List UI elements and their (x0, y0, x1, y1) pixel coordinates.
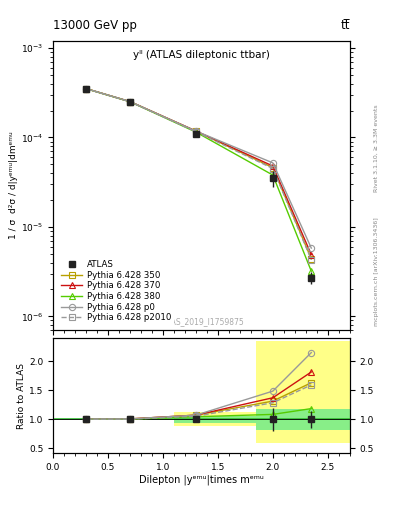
Pythia 6.428 350 (309, 256, 314, 262)
Pythia 6.428 p2010 (194, 129, 198, 135)
Pythia 6.428 350 (84, 86, 88, 92)
Line: Pythia 6.428 350: Pythia 6.428 350 (83, 86, 314, 262)
Pythia 6.428 380 (270, 172, 275, 178)
Line: Pythia 6.428 370: Pythia 6.428 370 (83, 86, 314, 258)
Pythia 6.428 370 (194, 128, 198, 134)
Y-axis label: Ratio to ATLAS: Ratio to ATLAS (17, 362, 26, 429)
Text: 13000 GeV pp: 13000 GeV pp (53, 19, 137, 32)
Bar (174, 416, 256, 423)
Text: yˡˡ (ATLAS dileptonic ttbar): yˡˡ (ATLAS dileptonic ttbar) (133, 50, 270, 59)
X-axis label: Dilepton |yᵉᵐᵘ|times mᵉᵐᵘ: Dilepton |yᵉᵐᵘ|times mᵉᵐᵘ (139, 475, 264, 485)
Pythia 6.428 p0 (84, 86, 88, 92)
Pythia 6.428 p0 (194, 128, 198, 134)
Text: Rivet 3.1.10, ≥ 3.3M events: Rivet 3.1.10, ≥ 3.3M events (374, 104, 379, 193)
Line: Pythia 6.428 p2010: Pythia 6.428 p2010 (83, 86, 314, 263)
Bar (256, 409, 350, 430)
Text: ATLAS_2019_I1759875: ATLAS_2019_I1759875 (158, 317, 245, 326)
Text: tt̅: tt̅ (340, 19, 350, 32)
Line: Pythia 6.428 p0: Pythia 6.428 p0 (83, 86, 314, 251)
Pythia 6.428 350 (194, 128, 198, 134)
Pythia 6.428 380 (194, 129, 198, 135)
Bar (256, 341, 350, 443)
Y-axis label: 1 / σ  d²σ / d|yᵉᵐᵘ|dmᵉᵐᵘ: 1 / σ d²σ / d|yᵉᵐᵘ|dmᵉᵐᵘ (9, 132, 18, 240)
Pythia 6.428 350 (128, 98, 132, 104)
Pythia 6.428 380 (84, 86, 88, 92)
Pythia 6.428 370 (270, 163, 275, 169)
Pythia 6.428 p2010 (128, 99, 132, 105)
Pythia 6.428 p0 (309, 245, 314, 251)
Pythia 6.428 p2010 (84, 86, 88, 92)
Line: Pythia 6.428 380: Pythia 6.428 380 (83, 86, 314, 274)
Pythia 6.428 350 (270, 164, 275, 170)
Pythia 6.428 370 (84, 86, 88, 92)
Text: mcplots.cern.ch [arXiv:1306.3436]: mcplots.cern.ch [arXiv:1306.3436] (374, 217, 379, 326)
Pythia 6.428 370 (128, 98, 132, 104)
Pythia 6.428 370 (309, 251, 314, 258)
Pythia 6.428 p0 (270, 160, 275, 166)
Pythia 6.428 p0 (128, 98, 132, 104)
Pythia 6.428 p2010 (270, 165, 275, 172)
Bar (174, 412, 256, 426)
Pythia 6.428 380 (128, 99, 132, 105)
Legend: ATLAS, Pythia 6.428 350, Pythia 6.428 370, Pythia 6.428 380, Pythia 6.428 p0, Py: ATLAS, Pythia 6.428 350, Pythia 6.428 37… (57, 257, 174, 326)
Pythia 6.428 380 (309, 268, 314, 274)
Pythia 6.428 p2010 (309, 257, 314, 263)
